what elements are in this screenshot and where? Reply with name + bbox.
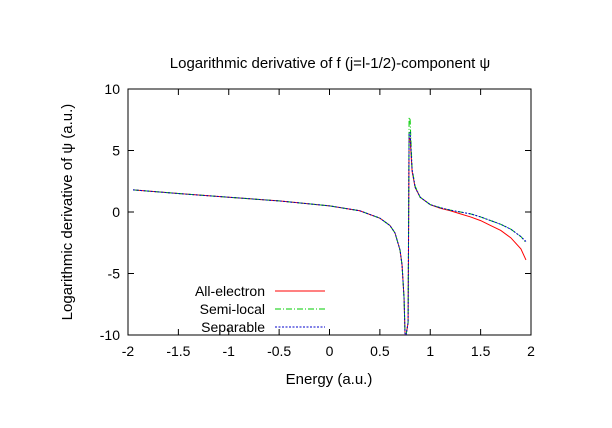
y-tick-label: 10: [104, 81, 120, 97]
ticks-layer: -2 -1.5 -1 -0.5 0 0.5 1 1.5 2 -10 -5 0 5 10: [100, 81, 535, 359]
series-line-1: [132, 137, 527, 335]
legend-label: Separable: [201, 319, 265, 335]
series-line-3: [132, 131, 527, 335]
x-tick-label: 1: [426, 343, 434, 359]
chart-title: Logarithmic derivative of f (j=l-1/2)-co…: [170, 55, 490, 72]
y-tick-label: 5: [112, 143, 120, 159]
y-tick-label: 0: [112, 204, 120, 220]
y-tick-label: -5: [108, 266, 121, 282]
plot-frame: [127, 88, 532, 336]
legend: All-electron Semi-local Separable: [195, 283, 325, 335]
x-tick-label: 2: [527, 343, 535, 359]
y-tick-label: -10: [100, 327, 120, 343]
x-tick-label: 1.5: [471, 343, 491, 359]
legend-label: All-electron: [195, 283, 265, 299]
series-layer: [132, 117, 527, 335]
x-tick-label: 0.5: [370, 343, 390, 359]
legend-label: Semi-local: [200, 301, 265, 317]
series-line-2: [132, 117, 527, 335]
x-tick-label: 0: [326, 343, 334, 359]
x-tick-label: -2: [122, 343, 135, 359]
y-axis-title: Logarithmic derivative of ψ (a.u.): [59, 104, 76, 321]
x-tick-label: -1: [223, 343, 236, 359]
x-tick-label: -1.5: [166, 343, 190, 359]
x-tick-label: -0.5: [267, 343, 291, 359]
x-axis-title: Energy (a.u.): [286, 371, 373, 388]
